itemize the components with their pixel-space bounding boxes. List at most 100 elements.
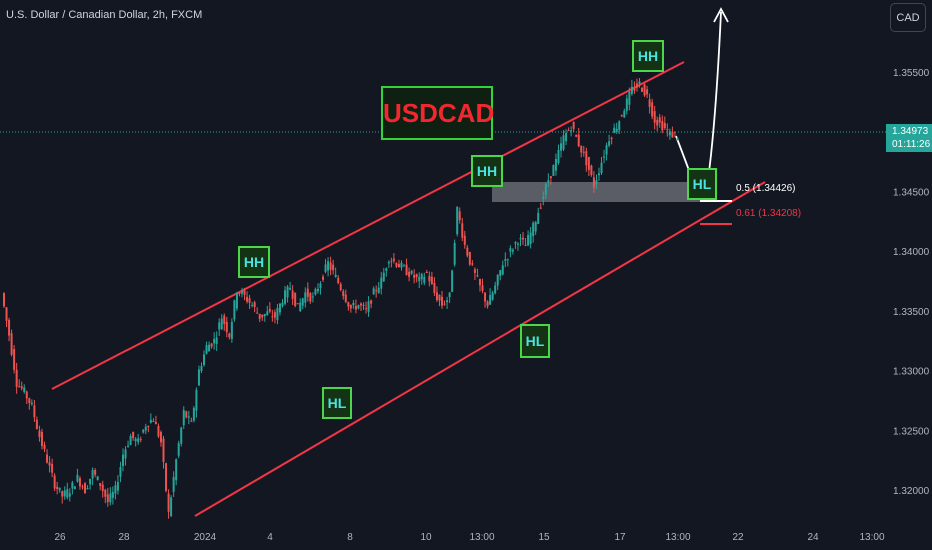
candle-body <box>565 132 568 142</box>
candle-body <box>577 134 580 147</box>
candle-body <box>289 287 292 290</box>
candle-body <box>200 365 203 371</box>
candle-body <box>509 248 512 252</box>
candle-body <box>284 290 287 304</box>
candle-body <box>524 245 527 247</box>
candle-body <box>66 489 69 498</box>
candle-body <box>28 398 31 404</box>
candle-body <box>58 487 61 491</box>
candle-body <box>673 131 676 133</box>
candle-body <box>228 333 231 338</box>
candle-body <box>205 345 208 354</box>
hl-label-2[interactable]: HL <box>520 324 550 358</box>
candle-body <box>314 289 317 295</box>
candle-body <box>560 143 563 151</box>
candle-body <box>20 386 23 389</box>
candle-body <box>154 421 157 425</box>
x-tick-label: 17 <box>614 532 626 543</box>
demand-zone[interactable] <box>492 182 716 202</box>
candle-body <box>395 263 398 267</box>
candle-body <box>51 464 54 473</box>
symbol-title: U.S. Dollar / Canadian Dollar, 2h, FXCM <box>6 9 203 21</box>
candle-body <box>377 287 380 293</box>
channel-lower-line[interactable] <box>194 181 766 517</box>
candle-body <box>400 262 403 268</box>
candle-body <box>137 438 140 443</box>
candle-body <box>329 262 332 270</box>
x-tick-label: 13:00 <box>665 532 690 543</box>
candle-body <box>81 486 84 488</box>
hl-label-3[interactable]: HL <box>687 168 717 200</box>
candle-body <box>476 275 479 277</box>
candle-body <box>499 270 502 276</box>
candle-body <box>278 303 281 313</box>
candle-body <box>192 407 195 421</box>
candle-body <box>365 308 368 310</box>
candle-body <box>268 308 271 312</box>
hh-label-2[interactable]: HH <box>471 155 503 187</box>
candle-body <box>638 81 641 85</box>
candle-body <box>35 419 38 429</box>
candle-body <box>420 274 423 280</box>
candle-body <box>441 296 444 306</box>
hh-label-1[interactable]: HH <box>238 246 270 278</box>
chart-title-label[interactable]: USDCAD <box>381 86 494 140</box>
candle-body <box>165 463 168 491</box>
candle-body <box>327 261 330 271</box>
fib-label-05: 0.5 (1.34426) <box>736 183 796 194</box>
candle-body <box>597 173 600 176</box>
candle-body <box>613 127 616 133</box>
y-tick-label: 1.32500 <box>893 426 930 437</box>
candle-body <box>359 303 362 306</box>
candle-body <box>405 264 408 276</box>
candle-body <box>101 484 104 492</box>
candle-body <box>96 476 99 481</box>
candle-body <box>435 292 438 300</box>
hh-label-3[interactable]: HH <box>632 40 664 72</box>
candle-body <box>132 431 135 439</box>
candle-body <box>271 316 274 318</box>
fib-label-061: 0.61 (1.34208) <box>736 208 802 219</box>
candle-body <box>633 88 636 91</box>
candle-body <box>382 272 385 282</box>
candle-body <box>253 302 256 308</box>
candle-body <box>446 300 449 303</box>
candle-body <box>8 319 11 336</box>
candle-body <box>309 292 312 302</box>
candle-body <box>256 312 259 314</box>
candle-body <box>478 278 481 286</box>
hl-label-1[interactable]: HL <box>322 387 352 419</box>
candle-body <box>246 296 249 302</box>
candle-body <box>106 494 109 502</box>
candle-body <box>676 137 679 139</box>
candle-body <box>428 276 431 282</box>
candle-body <box>185 411 188 418</box>
candle-body <box>263 313 266 317</box>
candle-body <box>466 247 469 256</box>
candle-body <box>494 285 497 294</box>
currency-button[interactable]: CAD <box>890 3 926 32</box>
candle-body <box>567 129 570 131</box>
channel-upper-line[interactable] <box>51 61 685 390</box>
candle-body <box>311 296 314 298</box>
candle-body <box>159 432 162 443</box>
x-tick-label: 8 <box>347 532 353 543</box>
candle-body <box>370 300 373 304</box>
candle-body <box>116 482 119 491</box>
candle-body <box>147 425 150 427</box>
candle-body <box>114 485 117 494</box>
candle-body <box>129 435 132 446</box>
candle-body <box>620 115 623 117</box>
candle-body <box>410 271 413 274</box>
candle-body <box>519 238 522 240</box>
candle-body <box>641 87 644 92</box>
candle-body <box>182 410 185 426</box>
x-tick-label: 28 <box>118 532 130 543</box>
candle-body <box>506 259 509 261</box>
x-tick-label: 2024 <box>194 532 217 543</box>
candle-body <box>53 475 56 489</box>
candle-body <box>56 486 59 490</box>
candle-body <box>15 369 18 387</box>
candle-body <box>119 467 122 477</box>
